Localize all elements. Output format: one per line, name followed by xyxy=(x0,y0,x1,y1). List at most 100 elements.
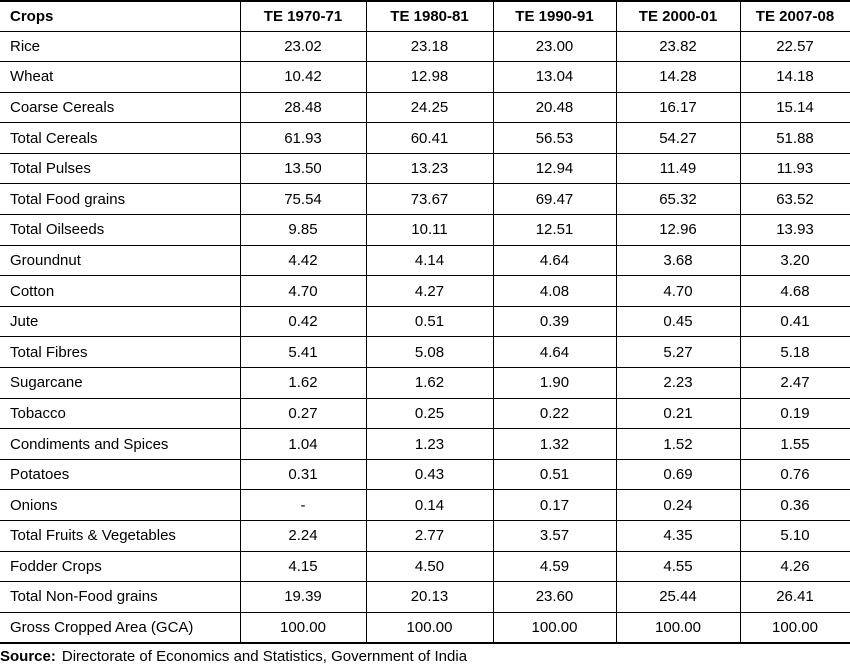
crop-cell: Tobacco xyxy=(0,398,241,430)
value-cell: 13.23 xyxy=(365,153,494,185)
table-row: Cotton 4.70 4.27 4.08 4.70 4.68 xyxy=(0,275,850,307)
value-cell: 100.00 xyxy=(615,612,741,644)
value-cell: 23.00 xyxy=(492,31,617,63)
crop-cell: Groundnut xyxy=(0,245,241,277)
value-cell: 0.76 xyxy=(739,459,850,491)
value-cell: 1.52 xyxy=(615,428,741,460)
value-cell: 0.42 xyxy=(239,306,367,338)
header-cell: TE 1990-91 xyxy=(492,0,617,32)
value-cell: 100.00 xyxy=(739,612,850,644)
value-cell: 26.41 xyxy=(739,581,850,613)
source-note: Source: Directorate of Economics and Stat… xyxy=(0,648,850,665)
header-row: Crops TE 1970-71 TE 1980-81 TE 1990-91 TE 20… xyxy=(0,0,850,32)
table-row: Total Pulses 13.50 13.23 12.94 11.49 11.93 xyxy=(0,153,850,185)
table-row: Fodder Crops 4.15 4.50 4.59 4.55 4.26 xyxy=(0,551,850,583)
value-cell: 12.51 xyxy=(492,214,617,246)
value-cell: 1.90 xyxy=(492,367,617,399)
value-cell: 5.41 xyxy=(239,336,367,369)
crop-cell: Coarse Cereals xyxy=(0,92,241,124)
value-cell: 4.35 xyxy=(615,520,741,552)
value-cell: 20.48 xyxy=(492,92,617,124)
value-cell: 0.69 xyxy=(615,459,741,491)
value-cell: 0.22 xyxy=(492,398,617,430)
value-cell: 56.53 xyxy=(492,122,617,154)
value-cell: 60.41 xyxy=(365,122,494,154)
crop-cell: Total Food grains xyxy=(0,183,241,216)
value-cell: 3.20 xyxy=(739,245,850,277)
value-cell: 73.67 xyxy=(365,183,494,216)
value-cell: 9.85 xyxy=(239,214,367,246)
table-row: Coarse Cereals 28.48 24.25 20.48 16.17 15.14 xyxy=(0,92,850,124)
crop-cell: Wheat xyxy=(0,61,241,93)
value-cell: 4.68 xyxy=(739,275,850,307)
value-cell: 14.28 xyxy=(615,61,741,93)
value-cell: 1.04 xyxy=(239,428,367,460)
crop-cell: Cotton xyxy=(0,275,241,307)
value-cell: 2.23 xyxy=(615,367,741,399)
header-cell: TE 1970-71 xyxy=(239,0,367,32)
value-cell: 4.14 xyxy=(365,245,494,277)
value-cell: 23.82 xyxy=(615,31,741,63)
value-cell: 23.60 xyxy=(492,581,617,613)
value-cell: 0.21 xyxy=(615,398,741,430)
table-row: Total Oilseeds 9.85 10.11 12.51 12.96 13.93 xyxy=(0,214,850,246)
value-cell: 4.64 xyxy=(492,245,617,277)
crop-cell: Condiments and Spices xyxy=(0,428,241,460)
value-cell: 3.68 xyxy=(615,245,741,277)
value-cell: 63.52 xyxy=(739,183,850,216)
table-row: Jute 0.42 0.51 0.39 0.45 0.41 xyxy=(0,306,850,338)
value-cell: 23.18 xyxy=(365,31,494,63)
value-cell: 13.93 xyxy=(739,214,850,246)
value-cell: 13.50 xyxy=(239,153,367,185)
value-cell: 0.17 xyxy=(492,489,617,521)
value-cell: 1.62 xyxy=(239,367,367,399)
value-cell: 22.57 xyxy=(739,31,850,63)
crop-cell: Rice xyxy=(0,31,241,63)
value-cell: 19.39 xyxy=(239,581,367,613)
value-cell: 11.49 xyxy=(615,153,741,185)
value-cell: 2.24 xyxy=(239,520,367,552)
value-cell: 100.00 xyxy=(365,612,494,644)
value-cell: 0.14 xyxy=(365,489,494,521)
crop-cell: Total Cereals xyxy=(0,122,241,154)
value-cell: 1.32 xyxy=(492,428,617,460)
value-cell: 4.59 xyxy=(492,551,617,583)
value-cell: 5.10 xyxy=(739,520,850,552)
crop-cell: Total Pulses xyxy=(0,153,241,185)
source-label: Source: xyxy=(0,647,56,665)
table-row: Onions -0.14 0.17 0.24 0.36 xyxy=(0,489,850,521)
table-row: Gross Cropped Area (GCA) 100.00 100.00 100.… xyxy=(0,612,850,644)
crop-cell: Total Oilseeds xyxy=(0,214,241,246)
crop-cell: Fodder Crops xyxy=(0,551,241,583)
table-row: Rice 23.02 23.18 23.00 23.82 22.57 xyxy=(0,31,850,63)
value-cell: 12.96 xyxy=(615,214,741,246)
value-cell: 4.50 xyxy=(365,551,494,583)
table-row: Total Non-Food grains 19.39 20.13 23.60 25.4… xyxy=(0,581,850,613)
value-cell: 75.54 xyxy=(239,183,367,216)
table-row: Groundnut 4.42 4.14 4.64 3.68 3.20 xyxy=(0,245,850,277)
value-cell: 28.48 xyxy=(239,92,367,124)
crop-cell: Gross Cropped Area (GCA) xyxy=(0,612,241,644)
value-cell: 51.88 xyxy=(739,122,850,154)
crop-cell: Total Fruits & Vegetables xyxy=(0,520,241,552)
value-cell: 2.47 xyxy=(739,367,850,399)
value-cell: 0.24 xyxy=(615,489,741,521)
value-cell: 0.25 xyxy=(365,398,494,430)
value-cell: 20.13 xyxy=(365,581,494,613)
table-row: Total Fruits & Vegetables 2.24 2.77 3.57 4.3… xyxy=(0,520,850,552)
value-cell: 10.42 xyxy=(239,61,367,93)
table-row: Condiments and Spices 1.04 1.23 1.32 1.52 1.5… xyxy=(0,428,850,460)
value-cell: 65.32 xyxy=(615,183,741,216)
value-cell: 0.27 xyxy=(239,398,367,430)
header-cell: Crops xyxy=(0,0,241,32)
value-cell: 4.70 xyxy=(615,275,741,307)
value-cell: 0.36 xyxy=(739,489,850,521)
value-cell: 0.45 xyxy=(615,306,741,338)
value-cell: 4.70 xyxy=(239,275,367,307)
header-cell: TE 2007-08 xyxy=(739,0,850,32)
table-row: Total Fibres 5.41 5.08 4.64 5.27 5.18 xyxy=(0,336,850,369)
value-cell: 0.51 xyxy=(492,459,617,491)
crop-cell: Total Non-Food grains xyxy=(0,581,241,613)
value-cell: 5.27 xyxy=(615,336,741,369)
